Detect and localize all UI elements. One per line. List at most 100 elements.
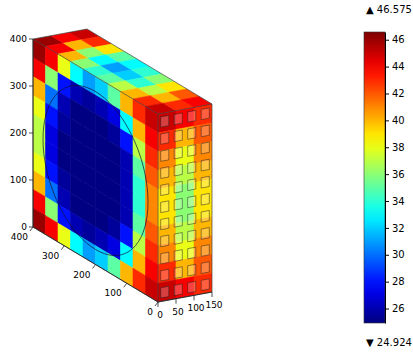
heat-sink-element <box>201 159 209 171</box>
heat-sink-element <box>161 235 169 247</box>
tick-group: 42 <box>385 88 405 99</box>
heat-sink-element <box>188 196 196 208</box>
tick-label: 200 <box>73 270 90 280</box>
heat-sink-element <box>188 110 196 122</box>
cell <box>194 104 212 126</box>
tick-label: 40 <box>392 115 405 126</box>
tick <box>30 227 33 231</box>
tick-label: 100 <box>187 303 204 313</box>
heat-sink-element <box>161 150 169 162</box>
box-edge <box>158 292 212 302</box>
cell <box>158 280 176 302</box>
heat-sink-element <box>188 145 196 157</box>
tick-label: 300 <box>42 251 59 261</box>
heat-sink-element <box>201 210 209 222</box>
heat-sink-element <box>201 108 209 120</box>
tick-group: 40 <box>385 115 405 126</box>
heat-sink-element <box>188 213 196 225</box>
heat-sink-element <box>188 230 196 242</box>
heat-sink-element <box>174 198 182 210</box>
heat-sink-element <box>174 130 182 142</box>
tick-label: 44 <box>392 61 405 72</box>
cell <box>194 123 212 145</box>
heat-sink-element <box>174 267 182 279</box>
colorbar <box>364 32 385 323</box>
tick-label: 200 <box>10 128 27 138</box>
heat-sink-element <box>161 184 169 196</box>
cell <box>182 97 213 108</box>
min-label: ▼ 24.924 <box>366 337 412 348</box>
y-axis: 0 100 200 300 400 <box>11 227 158 317</box>
tick-label: 38 <box>392 142 405 153</box>
heat-sink-element <box>188 247 196 259</box>
tick-label: 150 <box>205 300 222 310</box>
heat-sink-element <box>201 228 209 240</box>
heat-sink-element <box>161 252 169 264</box>
tick-group: 36 <box>385 169 405 180</box>
heat-sink-element <box>161 167 169 179</box>
heat-sink-element <box>188 179 196 191</box>
tick-label: 100 <box>105 288 122 298</box>
heat-sink-element <box>201 125 209 137</box>
axis-line <box>33 227 158 302</box>
cell <box>194 273 212 295</box>
heat-sink-element <box>174 113 182 125</box>
tick <box>385 67 389 68</box>
box-edge <box>33 227 158 302</box>
heat-sink-element <box>201 142 209 154</box>
heat-sink-element <box>174 181 182 193</box>
tick-label: 400 <box>10 34 27 44</box>
axis-line <box>158 292 212 302</box>
tick-label: 26 <box>392 303 405 314</box>
x-axis: 0 50100150 <box>157 292 223 320</box>
tick-label: 46 <box>392 34 405 45</box>
tick <box>155 302 158 306</box>
tick-label: 0 <box>157 310 163 320</box>
box-edge <box>33 39 158 114</box>
tick <box>61 246 64 250</box>
tick <box>93 265 96 269</box>
heat-sink-element <box>188 128 196 140</box>
tick <box>158 302 159 307</box>
heat-sink-element <box>161 218 169 230</box>
tick <box>194 295 195 300</box>
tick-group: 28 <box>385 276 405 287</box>
colorbar-axis: 2628303234363840424446 <box>385 33 405 324</box>
box-edge <box>158 114 159 302</box>
tick-label: 100 <box>10 175 27 185</box>
tick-group: 46 <box>385 34 405 45</box>
cell <box>158 111 176 133</box>
box-frame <box>33 29 212 302</box>
heat-sink-element <box>161 286 169 298</box>
heat-sink-element <box>174 164 182 176</box>
tick-label: 50 <box>172 307 184 317</box>
tick <box>385 255 389 256</box>
tick-label: 30 <box>392 249 405 260</box>
tick <box>385 201 389 202</box>
tick-group: 38 <box>385 142 405 153</box>
tick-label: 300 <box>10 81 27 91</box>
tick-label: 400 <box>11 232 28 242</box>
heat-sink-element <box>188 264 196 276</box>
tick-group: 44 <box>385 61 405 72</box>
axis-line <box>385 33 386 324</box>
tick <box>385 309 389 310</box>
tick-label: 0 <box>147 307 153 317</box>
box-edge <box>33 29 87 39</box>
heat-sink-element <box>201 176 209 188</box>
heat-sink-element <box>174 215 182 227</box>
box-edge <box>158 104 212 114</box>
box-edge <box>212 104 213 292</box>
chart: 0100200300400010020030040005010015026283… <box>0 0 413 353</box>
tick-group: 32 <box>385 223 405 234</box>
heat-sink-element <box>201 193 209 205</box>
heat-sink-element <box>174 250 182 262</box>
tick-label: 0 <box>21 222 27 232</box>
cell <box>194 254 212 276</box>
tick <box>29 133 33 134</box>
box-edge <box>87 29 212 104</box>
tick-label: 32 <box>392 223 405 234</box>
tick <box>212 292 213 297</box>
tick <box>385 174 389 175</box>
tick <box>176 299 177 304</box>
